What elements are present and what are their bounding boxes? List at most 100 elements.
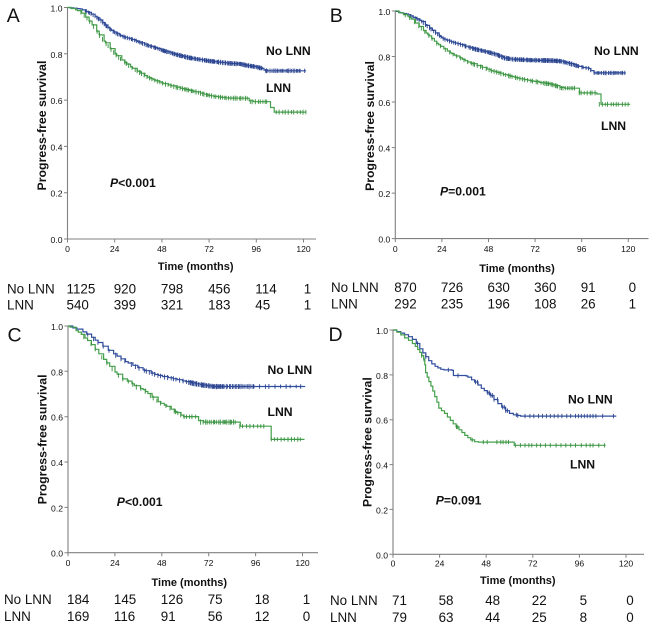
svg-text:1125: 1125 [67, 282, 96, 297]
svg-text:120: 120 [295, 558, 310, 568]
svg-text:0.8: 0.8 [51, 367, 63, 377]
svg-text:0: 0 [303, 609, 310, 624]
svg-text:48: 48 [481, 559, 491, 569]
svg-text:0.4: 0.4 [51, 458, 63, 468]
svg-text:0.6: 0.6 [378, 98, 390, 108]
svg-text:LNN: LNN [7, 298, 34, 313]
svg-text:120: 120 [619, 559, 634, 569]
svg-text:116: 116 [114, 609, 135, 624]
svg-text:8: 8 [580, 610, 587, 625]
svg-text:91: 91 [581, 280, 596, 295]
svg-text:25: 25 [532, 610, 547, 625]
svg-text:0: 0 [626, 610, 633, 625]
svg-text:183: 183 [208, 298, 230, 313]
svg-text:No LNN: No LNN [330, 593, 378, 608]
svg-text:630: 630 [488, 280, 510, 295]
svg-text:63: 63 [439, 610, 454, 625]
svg-text:LNN: LNN [570, 457, 595, 471]
svg-text:726: 726 [441, 280, 463, 295]
svg-text:Progress-free survival: Progress-free survival [361, 377, 375, 507]
svg-text:1.0: 1.0 [376, 326, 388, 336]
svg-text:920: 920 [114, 282, 136, 297]
svg-text:456: 456 [208, 282, 230, 297]
svg-text:72: 72 [528, 559, 538, 569]
svg-text:0.0: 0.0 [376, 550, 388, 560]
svg-text:LNN: LNN [330, 610, 357, 625]
svg-text:LNN: LNN [268, 405, 293, 419]
svg-text:96: 96 [577, 244, 587, 254]
svg-text:48: 48 [484, 244, 494, 254]
svg-text:48: 48 [157, 558, 167, 568]
svg-text:72: 72 [530, 244, 540, 254]
svg-text:Progress-free survival: Progress-free survival [35, 61, 49, 191]
svg-text:0.0: 0.0 [51, 235, 63, 245]
svg-text:870: 870 [394, 280, 416, 295]
svg-text:LNN: LNN [266, 81, 291, 95]
svg-text:0.6: 0.6 [51, 96, 63, 106]
svg-text:0.4: 0.4 [376, 461, 388, 471]
svg-text:0.8: 0.8 [378, 53, 390, 63]
svg-text:P<0.001: P<0.001 [117, 495, 163, 509]
svg-text:5: 5 [580, 593, 587, 608]
svg-text:75: 75 [208, 592, 223, 607]
svg-text:A: A [7, 5, 20, 27]
svg-text:0.8: 0.8 [376, 371, 388, 381]
svg-text:1: 1 [304, 298, 311, 313]
svg-text:18: 18 [255, 592, 270, 607]
svg-text:B: B [330, 5, 343, 27]
svg-text:184: 184 [67, 592, 90, 607]
svg-text:No LNN: No LNN [266, 44, 311, 58]
svg-text:1: 1 [629, 297, 636, 312]
svg-text:0.0: 0.0 [378, 235, 390, 245]
svg-text:LNN: LNN [4, 609, 31, 624]
svg-text:0.8: 0.8 [51, 50, 63, 60]
svg-text:0.2: 0.2 [376, 505, 388, 515]
svg-text:71: 71 [392, 593, 407, 608]
svg-text:Progress-free survival: Progress-free survival [363, 61, 377, 191]
svg-text:0: 0 [393, 244, 398, 254]
svg-text:0.2: 0.2 [51, 503, 63, 513]
svg-text:235: 235 [441, 297, 463, 312]
svg-text:91: 91 [161, 609, 176, 624]
svg-text:No LNN: No LNN [331, 280, 379, 295]
svg-text:58: 58 [439, 593, 454, 608]
svg-text:P=0.001: P=0.001 [440, 185, 486, 199]
svg-text:0: 0 [629, 280, 636, 295]
svg-text:LNN: LNN [601, 119, 626, 133]
svg-text:0.2: 0.2 [51, 189, 63, 199]
svg-text:360: 360 [534, 280, 556, 295]
svg-text:145: 145 [114, 592, 136, 607]
svg-text:No LNN: No LNN [268, 363, 313, 377]
svg-text:196: 196 [488, 297, 510, 312]
svg-text:Time (months): Time (months) [158, 261, 234, 273]
svg-text:22: 22 [532, 593, 547, 608]
svg-text:292: 292 [394, 297, 416, 312]
svg-text:56: 56 [208, 609, 223, 624]
svg-text:120: 120 [621, 244, 636, 254]
svg-text:79: 79 [392, 610, 407, 625]
svg-text:LNN: LNN [331, 297, 358, 312]
svg-text:24: 24 [110, 558, 120, 568]
svg-text:45: 45 [255, 298, 270, 313]
svg-text:798: 798 [161, 282, 183, 297]
svg-text:Time (months): Time (months) [479, 263, 555, 275]
svg-text:1.0: 1.0 [51, 322, 63, 332]
svg-text:126: 126 [161, 592, 183, 607]
svg-text:24: 24 [435, 559, 445, 569]
svg-text:48: 48 [157, 244, 167, 254]
svg-text:0.4: 0.4 [378, 144, 390, 154]
svg-text:321: 321 [161, 298, 183, 313]
svg-text:0.0: 0.0 [51, 549, 63, 559]
svg-text:D: D [329, 324, 343, 346]
svg-text:0.6: 0.6 [51, 413, 63, 423]
svg-text:1: 1 [303, 592, 310, 607]
svg-text:96: 96 [252, 244, 262, 254]
svg-text:0: 0 [626, 593, 633, 608]
svg-text:44: 44 [485, 610, 500, 625]
svg-text:96: 96 [251, 558, 261, 568]
svg-text:0: 0 [65, 244, 70, 254]
svg-text:0.6: 0.6 [376, 416, 388, 426]
svg-text:96: 96 [575, 559, 585, 569]
svg-text:24: 24 [437, 244, 447, 254]
svg-text:P<0.001: P<0.001 [110, 176, 156, 190]
